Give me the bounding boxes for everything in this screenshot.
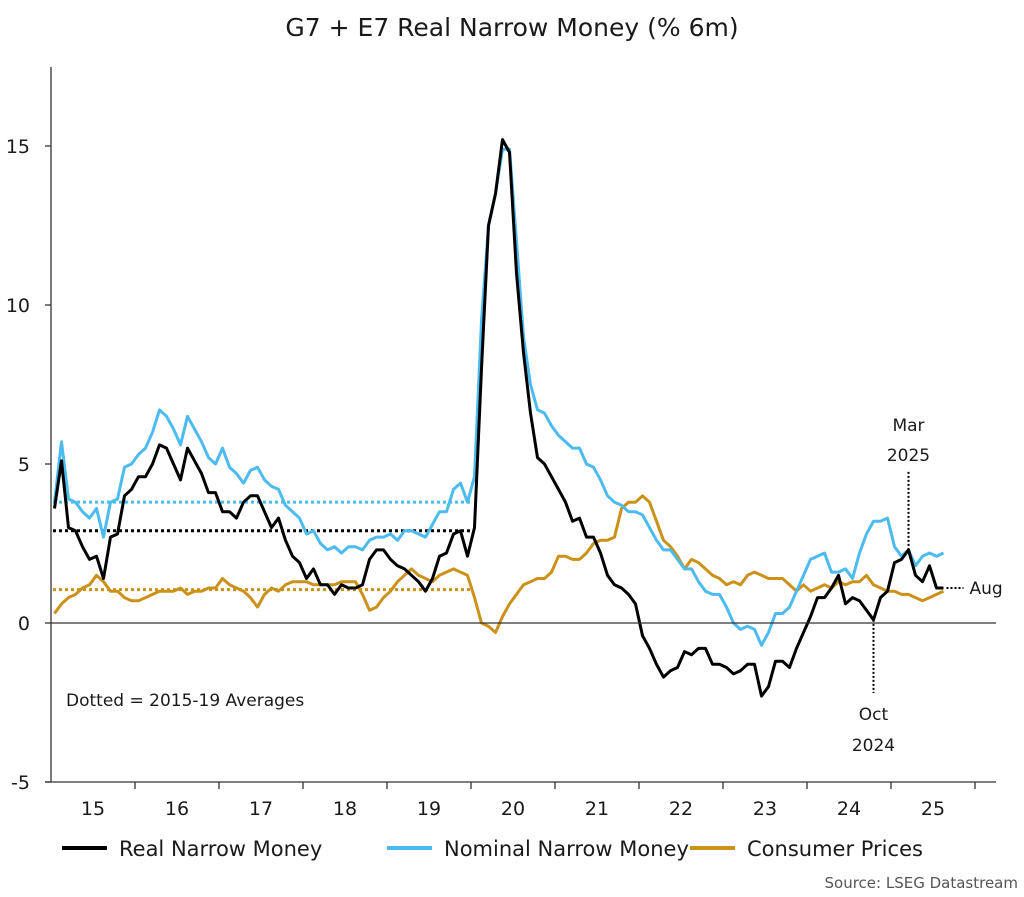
x-tick-label: 15 <box>81 798 105 820</box>
series-lines <box>53 138 945 698</box>
x-tick-label: 17 <box>249 798 273 820</box>
y-tick-label: 15 <box>6 136 30 158</box>
y-tick-label: -5 <box>11 772 30 794</box>
chart-title: G7 + E7 Real Narrow Money (% 6m) <box>285 13 738 42</box>
x-tick-label: 23 <box>753 798 777 820</box>
series-line-nominal-narrow-money <box>53 147 945 647</box>
annotations: Mar 2025 Oct 2024 Aug <box>852 416 1003 756</box>
source-note: Source: LSEG Datastream <box>825 874 1018 892</box>
x-tick-label: 20 <box>501 798 525 820</box>
series-line-real-narrow-money <box>53 138 944 698</box>
x-tick-label: 24 <box>837 798 861 820</box>
legend: Real Narrow Money Nominal Narrow Money Con… <box>62 837 923 861</box>
x-ticks: 15 16 17 18 19 20 21 22 23 24 25 <box>81 782 976 820</box>
legend-label: Nominal Narrow Money <box>444 837 689 861</box>
averages-note: Dotted = 2015-19 Averages <box>66 691 304 711</box>
y-tick-label: 5 <box>18 454 30 476</box>
x-tick-label: 21 <box>585 798 609 820</box>
x-tick-label: 25 <box>921 798 945 820</box>
annotation-label: 2024 <box>852 736 895 756</box>
y-tick-label: 0 <box>18 613 30 635</box>
annotation-label: Oct <box>859 705 889 725</box>
x-tick-label: 22 <box>669 798 693 820</box>
legend-label: Consumer Prices <box>747 837 923 861</box>
annotation-label: Aug <box>970 579 1003 599</box>
legend-item: Nominal Narrow Money <box>387 837 689 861</box>
legend-item: Consumer Prices <box>690 837 923 861</box>
series-line-consumer-prices <box>53 494 945 634</box>
x-tick-label: 19 <box>417 798 441 820</box>
average-lines <box>53 500 472 592</box>
annotation-label: Mar <box>892 416 924 436</box>
x-tick-label: 18 <box>333 798 357 820</box>
y-tick-label: 10 <box>6 295 30 317</box>
y-ticks: -5 0 5 10 15 <box>6 136 51 794</box>
annotation-label: 2025 <box>887 446 930 466</box>
legend-label: Real Narrow Money <box>119 837 322 861</box>
x-tick-label: 16 <box>165 798 189 820</box>
legend-item: Real Narrow Money <box>62 837 322 861</box>
